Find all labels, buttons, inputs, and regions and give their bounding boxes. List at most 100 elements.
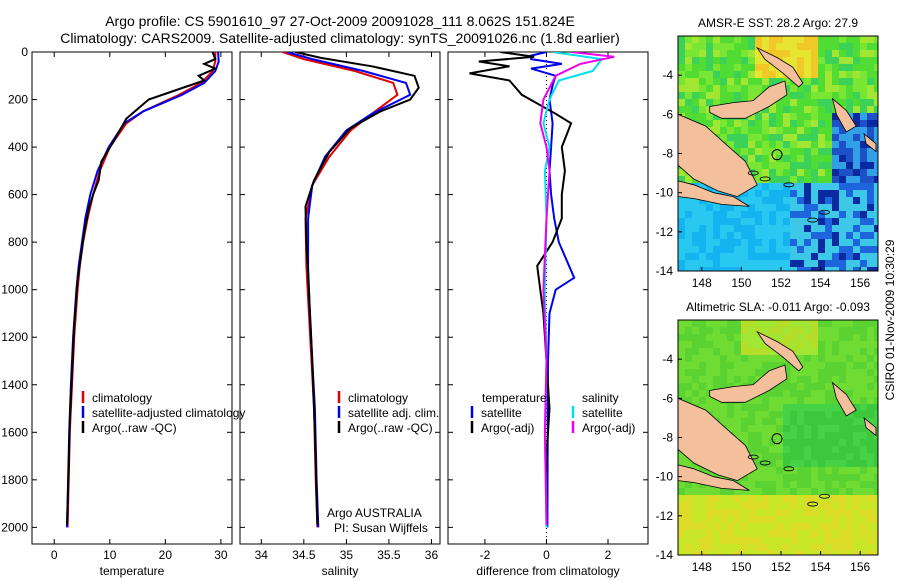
- map-cell: [825, 197, 832, 204]
- map-cell: [790, 190, 797, 197]
- map-cell: [755, 467, 762, 474]
- map-cell: [727, 85, 734, 92]
- map-cell: [839, 537, 846, 544]
- map-cell: [762, 141, 769, 148]
- map-cell: [825, 50, 832, 57]
- map-cell: [769, 502, 776, 509]
- map-cell: [741, 376, 748, 383]
- map-cell: [846, 376, 853, 383]
- map-cell: [825, 120, 832, 127]
- map-cell: [755, 113, 762, 120]
- map-cell: [790, 127, 797, 134]
- map-cell: [825, 253, 832, 260]
- map-cell: [720, 334, 727, 341]
- map-cell: [748, 127, 755, 134]
- map-cell: [713, 43, 720, 50]
- map-cell: [776, 50, 783, 57]
- map-cell: [867, 85, 874, 92]
- map-cell: [741, 523, 748, 530]
- map-cell: [776, 148, 783, 155]
- map-cell: [811, 92, 818, 99]
- map-cell: [853, 453, 860, 460]
- map-cell: [825, 544, 832, 551]
- map-cell: [741, 551, 748, 555]
- map-cell: [811, 516, 818, 523]
- map-cell: [832, 530, 839, 537]
- map-cell: [734, 246, 741, 253]
- map-cell: [860, 36, 867, 43]
- map-cell: [811, 169, 818, 176]
- map-cell: [776, 78, 783, 85]
- map-cell: [755, 397, 762, 404]
- map-cell: [832, 127, 839, 134]
- map-cell: [678, 239, 685, 246]
- map-cell: [853, 57, 860, 64]
- map-cell: [720, 43, 727, 50]
- map-cell: [783, 537, 790, 544]
- map-cell: [790, 474, 797, 481]
- map-cell: [867, 204, 874, 211]
- map-cell: [790, 495, 797, 502]
- map-cell: [720, 78, 727, 85]
- map-cell: [860, 183, 867, 190]
- map-cell: [804, 113, 811, 120]
- map-cell: [804, 481, 811, 488]
- map-cell: [741, 211, 748, 218]
- map-cell: [846, 355, 853, 362]
- map-cell: [727, 232, 734, 239]
- map-cell: [748, 148, 755, 155]
- map-cell: [874, 204, 878, 211]
- y-tick-label: -10: [656, 186, 674, 200]
- map-cell: [797, 197, 804, 204]
- map-cell: [797, 355, 804, 362]
- map-cell: [790, 225, 797, 232]
- map-cell: [755, 502, 762, 509]
- island: [807, 217, 819, 223]
- map-cell: [839, 253, 846, 260]
- map-cell: [769, 397, 776, 404]
- map-cell: [769, 509, 776, 516]
- map-cell: [678, 376, 685, 383]
- map-cell: [685, 397, 692, 404]
- map-cell: [839, 169, 846, 176]
- map-cell: [755, 218, 762, 225]
- x-tick-label: 156: [850, 276, 870, 290]
- map-cell: [776, 211, 783, 218]
- map-cell: [776, 113, 783, 120]
- map-cell: [804, 78, 811, 85]
- map-cell: [867, 348, 874, 355]
- map-cell: [720, 64, 727, 71]
- map-cell: [776, 446, 783, 453]
- series-satellite-adj-clim-: [286, 52, 412, 528]
- map-cell: [797, 474, 804, 481]
- map-cell: [825, 246, 832, 253]
- map-cell: [727, 253, 734, 260]
- map-cell: [678, 495, 685, 502]
- map-cell: [874, 36, 878, 43]
- map-cell: [769, 120, 776, 127]
- map-cell: [811, 211, 818, 218]
- map-cell: [706, 327, 713, 334]
- map-cell: [804, 418, 811, 425]
- map-cell: [776, 481, 783, 488]
- map-cell: [846, 85, 853, 92]
- map-cell: [818, 155, 825, 162]
- map-cell: [860, 78, 867, 85]
- map-cell: [790, 334, 797, 341]
- map-cell: [825, 481, 832, 488]
- map-cell: [818, 523, 825, 530]
- legend-label: satellite: [481, 406, 522, 420]
- map-cell: [692, 260, 699, 267]
- map-cell: [741, 232, 748, 239]
- map-cell: [874, 320, 878, 327]
- map-cell: [860, 488, 867, 495]
- map-cell: [790, 113, 797, 120]
- map-cell: [741, 362, 748, 369]
- map-cell: [755, 204, 762, 211]
- y-tick-label: 600: [8, 188, 28, 202]
- map-cell: [734, 341, 741, 348]
- map-cell: [706, 57, 713, 64]
- series-temperature-satellite: [530, 52, 576, 528]
- map-cell: [846, 155, 853, 162]
- map-cell: [797, 376, 804, 383]
